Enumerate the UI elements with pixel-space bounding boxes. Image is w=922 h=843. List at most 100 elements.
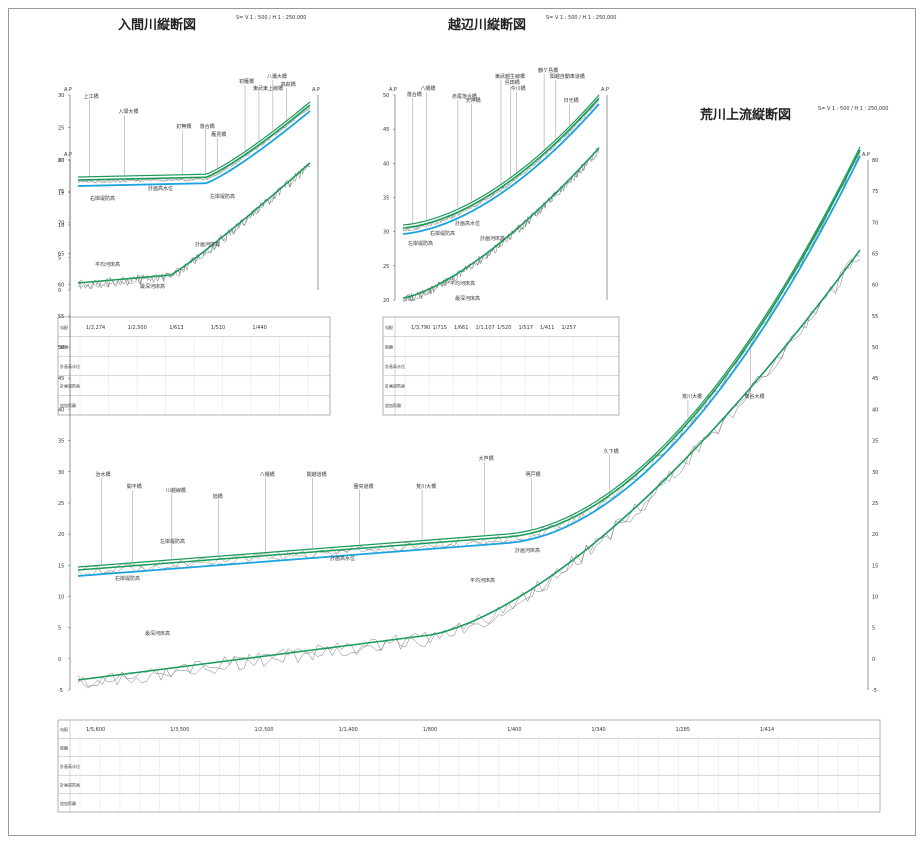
ochibe-slope-label: 1/257 bbox=[562, 325, 576, 331]
arakawa-bridge-label: 川越線橋 bbox=[166, 487, 186, 494]
arakawa-tick-label-right: 35 bbox=[872, 439, 878, 445]
iruma-axis-label: A.P bbox=[64, 87, 72, 93]
iruma-bridge-label: 初雁橋 bbox=[239, 78, 254, 85]
arakawa-tick-label: 75 bbox=[58, 189, 64, 195]
arakawa-riverbed-line bbox=[77, 259, 861, 689]
drawing-sheet bbox=[8, 8, 916, 836]
arakawa-tick-label-right: 20 bbox=[872, 532, 878, 538]
ochibe-bridge-label: 鶴ケ島橋 bbox=[538, 67, 558, 74]
iruma-planned-bed-line bbox=[77, 162, 311, 284]
arakawa-line-label: 平均河床高 bbox=[470, 577, 495, 584]
ochibe-bridge-label: 日光橋 bbox=[564, 97, 579, 104]
arakawa-slope-label: 1/2,500 bbox=[254, 727, 273, 733]
iruma-ground-line bbox=[77, 107, 311, 184]
scale-ochibe: S= V 1 : 500 / H 1 : 250,000 bbox=[546, 15, 617, 21]
arakawa-tick-label-right: 80 bbox=[872, 158, 878, 164]
ochibe-slope-label: 1/517 bbox=[519, 325, 533, 331]
arakawa-line-label: 計画高水位 bbox=[330, 555, 355, 562]
arakawa-table bbox=[57, 719, 881, 813]
ochibe-slope-label: 1/520 bbox=[497, 325, 511, 331]
iruma-bridge-label: 釘無橋 bbox=[176, 123, 191, 130]
iruma-table-row-label: 勾配 bbox=[60, 324, 68, 330]
ochibe-table-row-label: 距離 bbox=[385, 343, 393, 349]
arakawa-line-label: 最深河床高 bbox=[145, 630, 170, 637]
arakawa-line-label: 右岸堤防高 bbox=[115, 575, 140, 582]
iruma-line-label: 計画高水位 bbox=[148, 185, 173, 192]
arakawa-ground-line bbox=[77, 152, 861, 575]
arakawa-embankment-line bbox=[77, 149, 861, 571]
arakawa-bridge-label: 荒川大橋 bbox=[682, 393, 702, 400]
ochibe-slope-label: 1/1,107 bbox=[476, 325, 495, 331]
ochibe-tick-label: 40 bbox=[383, 161, 389, 167]
iruma-tick-label: 10 bbox=[58, 223, 64, 229]
ochibe-axis-label: A.P bbox=[389, 87, 397, 93]
arakawa-planned-bed-line bbox=[77, 249, 861, 681]
scale-arakawa: S= V 1 : 500 / H 1 : 250,000 bbox=[818, 106, 889, 112]
iruma-slope-label: 1/613 bbox=[169, 325, 183, 331]
iruma-table-row-label: 追加距離 bbox=[60, 402, 76, 408]
arakawa-tick-label-right: 60 bbox=[872, 283, 878, 289]
arakawa-tick-label: -5 bbox=[58, 688, 63, 694]
arakawa-tick-label: 50 bbox=[58, 345, 64, 351]
iruma-tick-label: 30 bbox=[58, 93, 64, 99]
arakawa-tick-label-right: -5 bbox=[872, 688, 877, 694]
iruma-axis-label-right: A.P bbox=[312, 87, 320, 93]
iruma-bridge-label: 上江橋 bbox=[84, 93, 99, 100]
arakawa-tick-label-right: 10 bbox=[872, 594, 878, 600]
arakawa-axis-label: A.P bbox=[64, 152, 72, 158]
iruma-slope-label: 1/510 bbox=[211, 325, 225, 331]
arakawa-tick-label: 0 bbox=[58, 657, 61, 663]
ochibe-slope-label: 1/3,790 bbox=[411, 325, 430, 331]
iruma-bridge-label: 高萩橋 bbox=[281, 81, 296, 88]
arakawa-slope-label: 1/800 bbox=[423, 727, 437, 733]
arakawa-ground-line bbox=[77, 154, 861, 577]
ochibe-water-level-line bbox=[402, 103, 600, 235]
ochibe-ground-line bbox=[402, 99, 600, 232]
arakawa-table-row-label: 距離 bbox=[60, 745, 68, 751]
arakawa-slope-label: 1/3,500 bbox=[170, 727, 189, 733]
arakawa-tick-label: 35 bbox=[58, 439, 64, 445]
arakawa-slope-label: 1/1,400 bbox=[339, 727, 358, 733]
iruma-riverbed-line bbox=[77, 162, 311, 289]
arakawa-tick-label-right: 75 bbox=[872, 189, 878, 195]
ochibe-bridge-label: 天神橋 bbox=[466, 97, 481, 104]
arakawa-tick-label: 60 bbox=[58, 283, 64, 289]
iruma-line-label: 左岸堤防高 bbox=[210, 193, 235, 200]
ochibe-tick-label: 25 bbox=[383, 264, 389, 270]
iruma-tick-label: 20 bbox=[58, 158, 64, 164]
ochibe-line-label: 左岸堤防高 bbox=[408, 240, 433, 247]
arakawa-tick-label: 5 bbox=[58, 626, 61, 632]
iruma-slope-label: 1/2,500 bbox=[128, 325, 147, 331]
arakawa-water-level-line bbox=[77, 155, 861, 577]
arakawa-tick-label: 65 bbox=[58, 252, 64, 258]
ochibe-table-row-label: 勾配 bbox=[385, 324, 393, 330]
ochibe-bridge-label: 八幡橋 bbox=[421, 85, 436, 92]
arakawa-bridge-label: 治水橋 bbox=[95, 471, 110, 478]
scale-iruma: S= V 1 : 500 / H 1 : 250,000 bbox=[236, 15, 307, 21]
arakawa-tick-label: 80 bbox=[58, 158, 64, 164]
arakawa-tick-label-right: 0 bbox=[872, 657, 875, 663]
ochibe-bridge-label: 関越自動車道橋 bbox=[550, 73, 585, 80]
ochibe-tick-label: 50 bbox=[383, 93, 389, 99]
iruma-ground-line bbox=[77, 106, 311, 184]
arakawa-tick-label: 30 bbox=[58, 470, 64, 476]
ochibe-slope-label: 1/411 bbox=[540, 325, 554, 331]
iruma-line-label: 計画河床高 bbox=[195, 241, 220, 248]
arakawa-tick-label-right: 15 bbox=[872, 563, 878, 569]
arakawa-bridge-label: 八幡橋 bbox=[260, 471, 275, 478]
arakawa-embankment-line-2 bbox=[77, 146, 861, 568]
iruma-riverbed-line bbox=[77, 164, 311, 290]
ochibe-line-label: 平均河床高 bbox=[450, 280, 475, 287]
ochibe-embankment-line-2 bbox=[402, 94, 600, 226]
arakawa-tick-label-right: 70 bbox=[872, 220, 878, 226]
arakawa-table-row-label: 追加距離 bbox=[60, 800, 76, 806]
ochibe-tick-label: 35 bbox=[383, 196, 389, 202]
arakawa-line-label: 計画河床高 bbox=[515, 547, 540, 554]
arakawa-tick-label: 25 bbox=[58, 501, 64, 507]
iruma-slope-label: 1/440 bbox=[252, 325, 266, 331]
arakawa-bridge-label: 明戸橋 bbox=[526, 471, 541, 478]
ochibe-embankment-line bbox=[402, 97, 600, 229]
arakawa-tick-label-right: 25 bbox=[872, 501, 878, 507]
iruma-bridge-label: 雁見橋 bbox=[211, 131, 226, 138]
